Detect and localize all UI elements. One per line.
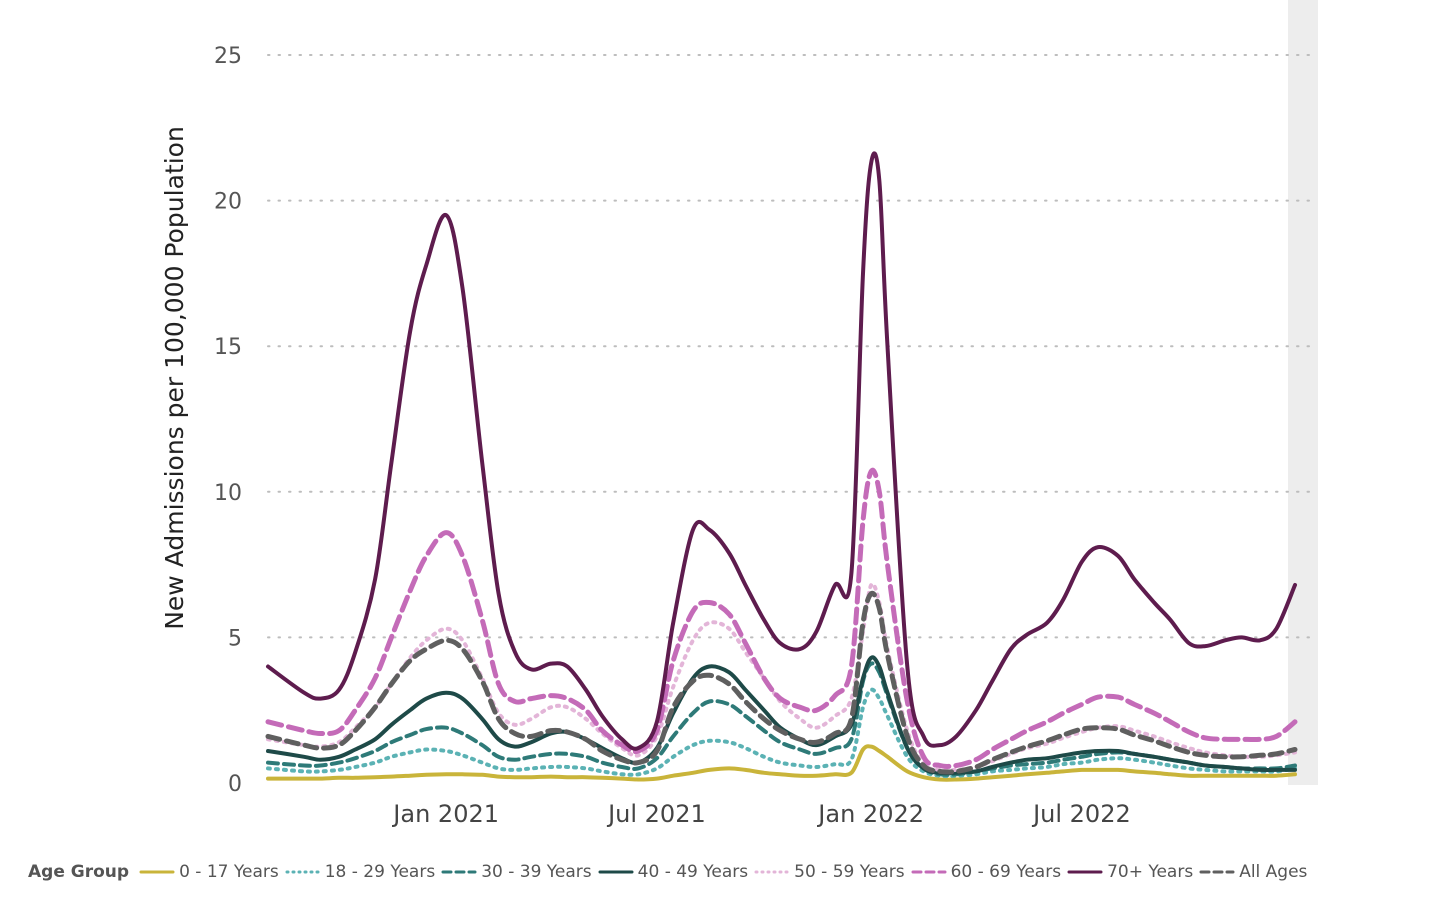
legend-swatch xyxy=(1199,870,1235,874)
legend-item[interactable]: 40 - 49 Years xyxy=(598,862,748,882)
series-line-40-49-years xyxy=(266,655,1297,776)
y-tick-label: 0 xyxy=(228,772,242,797)
x-tick-label: Jan 2022 xyxy=(816,800,924,828)
y-tick-label: 25 xyxy=(214,44,242,69)
legend-title: Age Group xyxy=(28,862,130,882)
gridlines xyxy=(267,54,1311,639)
legend-item[interactable]: 0 - 17 Years xyxy=(139,862,279,882)
series-line-all-ages xyxy=(265,590,1298,775)
legend-items: 0 - 17 Years 18 - 29 Years 30 - 39 Years 40… xyxy=(139,862,1313,882)
legend-swatch xyxy=(754,870,790,874)
legend-item[interactable]: All Ages xyxy=(1199,862,1307,882)
series-line-50-59-years xyxy=(266,581,1297,773)
series-line-18-29-years xyxy=(266,687,1297,779)
series-line-60-69-years xyxy=(265,467,1298,769)
legend-item[interactable]: 18 - 29 Years xyxy=(285,862,435,882)
series-line-70-years xyxy=(266,151,1297,751)
legend-swatch xyxy=(1067,870,1103,874)
y-tick-label: 15 xyxy=(214,335,242,360)
series-line-30-39-years xyxy=(266,661,1297,777)
line-chart: 0 5 10 15 20 25 Jan 2021 Jul 2021 Jan 2022 Jul 2… xyxy=(160,0,1318,828)
legend-label: 70+ Years xyxy=(1107,862,1194,882)
legend-swatch xyxy=(441,870,477,874)
legend-label: 18 - 29 Years xyxy=(324,862,436,882)
series-lines xyxy=(265,151,1298,782)
legend-label: 0 - 17 Years xyxy=(179,862,279,882)
legend: Age Group 0 - 17 Years 18 - 29 Years 30 - … xyxy=(28,858,1313,886)
legend-item[interactable]: 50 - 59 Years xyxy=(754,862,905,882)
x-tick-label: Jul 2022 xyxy=(1031,800,1131,828)
legend-label: 30 - 39 Years xyxy=(481,862,592,882)
legend-label: 60 - 69 Years xyxy=(950,862,1062,882)
x-axis-ticks: Jan 2021 Jul 2021 Jan 2022 Jul 2022 xyxy=(391,800,1130,828)
legend-item[interactable]: 70+ Years xyxy=(1067,862,1193,882)
x-tick-label: Jan 2021 xyxy=(391,800,499,828)
series-line-0-17-years xyxy=(266,744,1297,782)
legend-swatch xyxy=(139,870,175,874)
legend-label: 40 - 49 Years xyxy=(637,862,749,882)
y-axis-label: New Admissions per 100,000 Population xyxy=(160,126,189,630)
legend-label: All Ages xyxy=(1239,862,1308,882)
legend-item[interactable]: 30 - 39 Years xyxy=(441,862,592,882)
x-tick-label: Jul 2021 xyxy=(606,800,706,828)
y-tick-label: 5 xyxy=(228,626,242,651)
y-tick-label: 20 xyxy=(214,190,242,215)
right-scrollbar-strip xyxy=(1288,0,1318,785)
y-tick-label: 10 xyxy=(214,481,242,506)
legend-swatch xyxy=(911,870,947,874)
legend-item[interactable]: 60 - 69 Years xyxy=(911,862,1061,882)
y-axis-ticks: 0 5 10 15 20 25 xyxy=(214,44,242,797)
legend-swatch xyxy=(285,870,321,874)
legend-swatch xyxy=(598,870,634,874)
legend-label: 50 - 59 Years xyxy=(794,862,905,882)
